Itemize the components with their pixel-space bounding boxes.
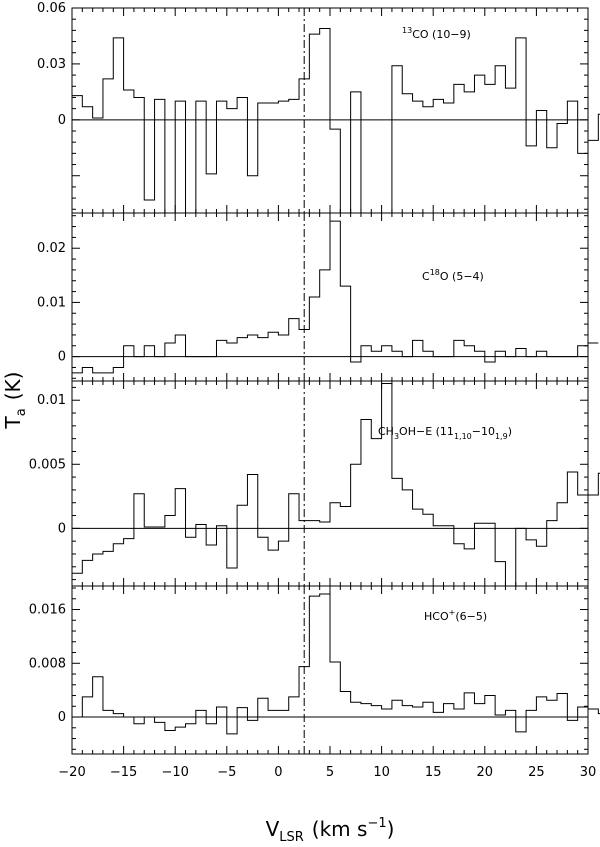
spectrum-panel-2: 0 0.01 0.02 C18O (5−4) <box>37 212 599 382</box>
x-tick-label: 25 <box>528 765 545 780</box>
spectrum-line <box>72 593 600 735</box>
x-axis-title: VLSR (km s−1) <box>266 816 395 845</box>
y-tick-label: 0 <box>58 113 66 128</box>
x-tick-label: 15 <box>425 765 442 780</box>
spectrum-line <box>72 220 599 374</box>
y-tick-label: 0.005 <box>29 457 66 472</box>
y-tick-label: 0.06 <box>37 1 66 16</box>
x-tick-label: −5 <box>217 765 236 780</box>
line-label: C18O (5−4) <box>422 268 484 283</box>
x-tick-label: −20 <box>58 765 85 780</box>
y-tick-label: 0.02 <box>37 241 66 256</box>
spectrum-line <box>72 28 600 214</box>
spectrum-panel-1: 0 0.03 0.06 13CO (10−9) <box>37 1 600 214</box>
spectrum-panel-4: 0 0.008 0.016 HCO+(6−5) −20 −15 −10 −5 0 5 10 15 20 2… <box>29 585 600 780</box>
line-label: HCO+(6−5) <box>424 608 487 623</box>
x-tick-label: 30 <box>580 765 597 780</box>
y-tick-label: 0 <box>58 521 66 536</box>
y-tick-label: 0.01 <box>37 295 66 310</box>
y-tick-label: 0.016 <box>29 603 66 618</box>
x-tick-label: 20 <box>477 765 494 780</box>
spectrum-panel-3: 0 0.005 0.01 CH3OH−E (111,10−101,9) <box>29 380 600 587</box>
y-tick-label: 0 <box>58 350 66 365</box>
spectrum-line <box>72 383 600 587</box>
x-tick-label: 5 <box>326 765 334 780</box>
y-tick-label: 0.01 <box>37 393 66 408</box>
x-tick-label: −10 <box>161 765 188 780</box>
panel-frame <box>71 380 589 587</box>
y-tick-label: 0.008 <box>29 656 66 671</box>
y-tick-label: 0.03 <box>37 57 66 72</box>
x-tick-label: 10 <box>373 765 390 780</box>
line-label: CH3OH−E (111,10−101,9) <box>378 425 512 441</box>
y-tick-label: 0 <box>58 710 66 725</box>
x-tick-label: 0 <box>274 765 282 780</box>
y-axis-title: Ta(K) <box>1 372 29 430</box>
line-label: 13CO (10−9) <box>402 26 471 41</box>
x-tick-label: −15 <box>110 765 137 780</box>
